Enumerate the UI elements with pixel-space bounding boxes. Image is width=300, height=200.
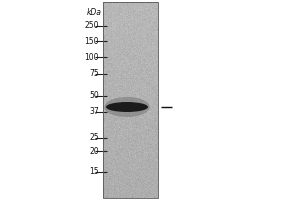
Text: 50: 50: [89, 92, 99, 100]
Text: 150: 150: [85, 36, 99, 46]
Bar: [103, 2, 158, 198]
Text: 20: 20: [89, 146, 99, 156]
Ellipse shape: [104, 97, 150, 117]
Text: 15: 15: [89, 168, 99, 176]
Text: 100: 100: [85, 52, 99, 62]
Text: 25: 25: [89, 134, 99, 142]
Ellipse shape: [106, 102, 148, 112]
Text: kDa: kDa: [87, 8, 102, 17]
Text: 75: 75: [89, 70, 99, 78]
Text: 37: 37: [89, 108, 99, 116]
Text: 250: 250: [85, 21, 99, 30]
